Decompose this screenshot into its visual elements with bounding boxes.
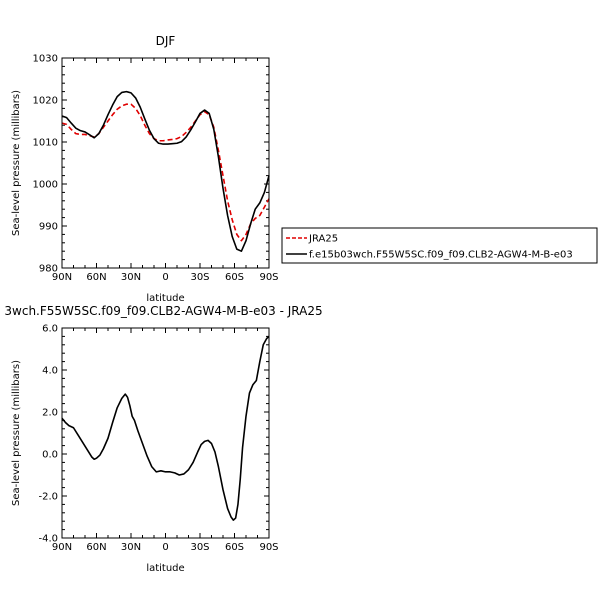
y-tick-label-6-0: 6.0 [42, 324, 58, 335]
x-tick-label-60s: 60S [225, 542, 244, 553]
top-axis-ticks: 90N 60N 30N 0 30S 60S 90S 980 990 1000 1010 1020 103… [33, 54, 279, 284]
bottom-y-axis-label: Sea-level pressure (millibars) [11, 360, 22, 506]
y-tick-label-2-0: -2.0 [38, 492, 58, 503]
x-tick-label-30n: 30N [121, 272, 141, 283]
x-tick-label-90s: 90S [259, 542, 278, 553]
y-tick-label-2-0: 2.0 [42, 408, 58, 419]
y-tick-label-990: 990 [39, 222, 58, 233]
y-tick-label-0-0: 0.0 [42, 450, 58, 461]
legend-label-model: f.e15b03wch.F55W5SC.f09_f09.CLB2-AGW4-M-… [309, 250, 573, 261]
legend: JRA25 f.e15b03wch.F55W5SC.f09_f09.CLB2-A… [281, 227, 598, 264]
top-y-axis-label: Sea-level pressure (millibars) [11, 90, 22, 236]
series-line-difference-0 [61, 335, 270, 521]
series-line-jra25 [61, 103, 270, 242]
legend-box [281, 227, 598, 264]
x-tick-label-90n: 90N [52, 272, 72, 283]
x-tick-label-90n: 90N [52, 542, 72, 553]
top-plot-frame [61, 57, 270, 269]
bottom-chart-title: 3wch.F55W5SC.f09_f09.CLB2-AGW4-M-B-e03 -… [4, 304, 322, 318]
series-line-f-e15b03wch-f55w5sc-f09-f09-clb2-agw4-m-b-e03 [61, 90, 270, 252]
x-tick-label-60n: 60N [86, 272, 106, 283]
top-chart-title: DJF [156, 34, 176, 48]
x-tick-label-0: 0 [162, 272, 168, 283]
top-panel: DJF Sea-level pressure (millibars) latit… [11, 34, 279, 304]
bottom-axis-ticks: 90N 60N 30N 0 30S 60S 90S -4.0 -2.0 0.0 2.0 4.0 6.0 [38, 324, 278, 554]
y-tick-label-4-0: -4.0 [38, 534, 58, 545]
y-tick-label-1010: 1010 [33, 138, 58, 149]
x-tick-label-60s: 60S [225, 272, 244, 283]
y-tick-label-1030: 1030 [33, 54, 58, 65]
bottom-panel: 3wch.F55W5SC.f09_f09.CLB2-AGW4-M-B-e03 -… [4, 304, 322, 574]
x-tick-label-90s: 90S [259, 272, 278, 283]
x-tick-label-30s: 30S [190, 542, 209, 553]
x-tick-label-0: 0 [162, 542, 168, 553]
x-tick-label-60n: 60N [86, 542, 106, 553]
legend-label-jra25: JRA25 [308, 234, 338, 245]
bottom-x-axis-label: latitude [146, 563, 184, 574]
y-tick-label-980: 980 [39, 264, 58, 275]
top-series-lines [61, 90, 270, 252]
top-x-axis-label: latitude [146, 293, 184, 304]
x-tick-label-30n: 30N [121, 542, 141, 553]
y-tick-label-1000: 1000 [33, 180, 58, 191]
bottom-series-lines [61, 335, 270, 521]
bottom-plot-frame [61, 327, 270, 539]
x-tick-label-30s: 30S [190, 272, 209, 283]
y-tick-label-1020: 1020 [33, 96, 58, 107]
y-tick-label-4-0: 4.0 [42, 366, 58, 377]
